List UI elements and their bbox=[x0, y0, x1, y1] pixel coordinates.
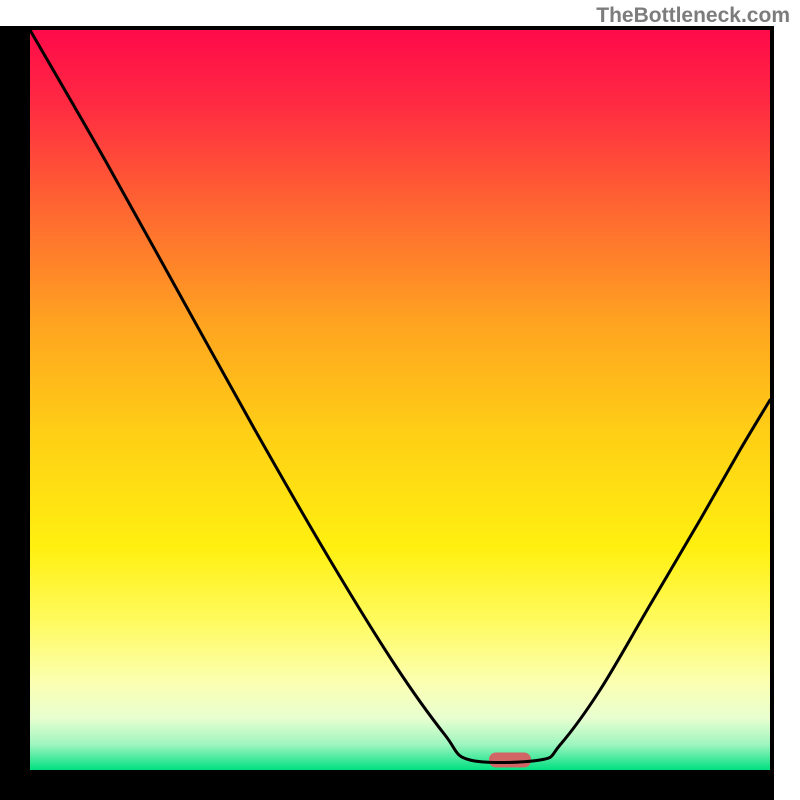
optimum-marker bbox=[489, 753, 531, 768]
bottleneck-chart bbox=[0, 0, 800, 800]
watermark-text: TheBottleneck.com bbox=[596, 4, 790, 28]
gradient-background bbox=[30, 30, 770, 770]
